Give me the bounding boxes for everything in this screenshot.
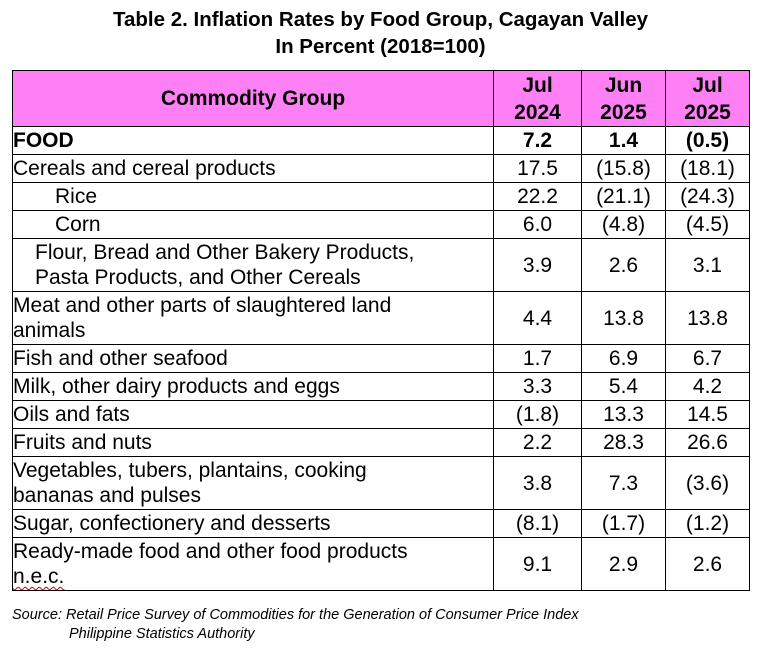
cell-food-jul-2024: 7.2: [493, 126, 582, 155]
table-row-fish: Fish and other seafood 1.7 6.9 6.7: [12, 344, 750, 373]
cell-flour-bread-jul-2025: 3.1: [665, 238, 750, 292]
table-row-corn: Corn 6.0 (4.8) (4.5): [12, 210, 750, 239]
cell-ready-made-jul-2025: 2.6: [665, 537, 750, 591]
table-row-milk: Milk, other dairy products and eggs 3.3 …: [12, 372, 750, 401]
cell-sugar-jun-2025: (1.7): [581, 509, 666, 538]
row-label-meat-line-2: animals: [13, 319, 86, 342]
table-row-ready-made: Ready-made food and other food products …: [12, 537, 750, 591]
title-line-1: Table 2. Inflation Rates by Food Group, …: [112, 8, 648, 31]
source-label: Source:: [12, 607, 62, 623]
cell-food-jun-2025: 1.4: [581, 126, 666, 155]
row-label-ready-made: Ready-made food and other food products …: [12, 537, 494, 591]
cell-flour-bread-jun-2025: 2.6: [581, 238, 666, 292]
row-label-meat: Meat and other parts of slaughtered land…: [12, 291, 494, 345]
cell-milk-jul-2025: 4.2: [665, 372, 750, 401]
header-period-2: Jun 2025: [581, 70, 666, 127]
row-label-food: FOOD: [12, 126, 494, 155]
header-commodity-group: Commodity Group: [12, 70, 494, 127]
cell-vegetables-jul-2024: 3.8: [493, 456, 582, 510]
row-label-vegetables-line-1: Vegetables, tubers, plantains, cooking: [13, 459, 367, 482]
cell-cereals-jun-2025: (15.8): [581, 154, 666, 183]
row-label-corn: Corn: [12, 210, 494, 239]
cell-corn-jul-2024: 6.0: [493, 210, 582, 239]
row-label-rice: Rice: [12, 182, 494, 211]
cell-rice-jul-2024: 22.2: [493, 182, 582, 211]
row-label-meat-line-1: Meat and other parts of slaughtered land: [13, 294, 392, 317]
cell-fruits-jul-2025: 26.6: [665, 428, 750, 457]
table-title: Table 2. Inflation Rates by Food Group, …: [0, 6, 761, 60]
row-label-ready-made-line-2: n.e.c.: [13, 565, 65, 588]
header-row: Commodity Group Jul 2024 Jun 2025 Jul 20…: [12, 70, 750, 127]
source-line-1: Retail Price Survey of Commodities for t…: [66, 607, 579, 623]
table-row-vegetables: Vegetables, tubers, plantains, cooking b…: [12, 456, 750, 510]
table-row-rice: Rice 22.2 (21.1) (24.3): [12, 182, 750, 211]
cell-oils-jun-2025: 13.3: [581, 400, 666, 429]
row-label-ready-made-line-1: Ready-made food and other food products: [13, 540, 408, 563]
table-row-sugar: Sugar, confectionery and desserts (8.1) …: [12, 509, 750, 538]
row-label-fruits: Fruits and nuts: [12, 428, 494, 457]
row-label-milk: Milk, other dairy products and eggs: [12, 372, 494, 401]
row-label-sugar: Sugar, confectionery and desserts: [12, 509, 494, 538]
cell-oils-jul-2024: (1.8): [493, 400, 582, 429]
cell-oils-jul-2025: 14.5: [665, 400, 750, 429]
cell-vegetables-jun-2025: 7.3: [581, 456, 666, 510]
cell-fruits-jun-2025: 28.3: [581, 428, 666, 457]
cell-food-jul-2025: (0.5): [665, 126, 750, 155]
row-label-vegetables: Vegetables, tubers, plantains, cooking b…: [12, 456, 494, 510]
cell-fish-jul-2024: 1.7: [493, 344, 582, 373]
row-label-flour-bread-line-1: Flour, Bread and Other Bakery Products,: [35, 241, 415, 264]
cell-fruits-jul-2024: 2.2: [493, 428, 582, 457]
header-period-2-month: Jun: [604, 73, 643, 97]
cell-sugar-jul-2024: (8.1): [493, 509, 582, 538]
cell-meat-jul-2024: 4.4: [493, 291, 582, 345]
row-label-oils: Oils and fats: [12, 400, 494, 429]
header-period-3-year: 2025: [684, 100, 731, 124]
cell-milk-jul-2024: 3.3: [493, 372, 582, 401]
cell-cereals-jul-2025: (18.1): [665, 154, 750, 183]
cell-rice-jun-2025: (21.1): [581, 182, 666, 211]
table-row-meat: Meat and other parts of slaughtered land…: [12, 291, 750, 345]
header-period-2-year: 2025: [600, 100, 647, 124]
header-period-1: Jul 2024: [493, 70, 582, 127]
cell-meat-jul-2025: 13.8: [665, 291, 750, 345]
row-label-vegetables-line-2: bananas and pulses: [13, 484, 201, 507]
header-period-1-year: 2024: [514, 100, 561, 124]
title-line-2: In Percent (2018=100): [275, 35, 486, 58]
table-row-flour-bread: Flour, Bread and Other Bakery Products, …: [12, 238, 750, 292]
row-label-cereals: Cereals and cereal products: [12, 154, 494, 183]
row-label-fish: Fish and other seafood: [12, 344, 494, 373]
inflation-table: Commodity Group Jul 2024 Jun 2025 Jul 20…: [12, 70, 750, 591]
cell-ready-made-jun-2025: 2.9: [581, 537, 666, 591]
table-row-oils: Oils and fats (1.8) 13.3 14.5: [12, 400, 750, 429]
cell-fish-jul-2025: 6.7: [665, 344, 750, 373]
row-label-flour-bread: Flour, Bread and Other Bakery Products, …: [12, 238, 494, 292]
header-period-1-month: Jul: [522, 73, 553, 97]
cell-cereals-jul-2024: 17.5: [493, 154, 582, 183]
source-line-2: Philippine Statistics Authority: [69, 626, 255, 642]
row-label-flour-bread-line-2: Pasta Products, and Other Cereals: [35, 266, 361, 289]
cell-flour-bread-jul-2024: 3.9: [493, 238, 582, 292]
cell-milk-jun-2025: 5.4: [581, 372, 666, 401]
cell-meat-jun-2025: 13.8: [581, 291, 666, 345]
cell-corn-jul-2025: (4.5): [665, 210, 750, 239]
table-row-food: FOOD 7.2 1.4 (0.5): [12, 126, 750, 155]
cell-corn-jun-2025: (4.8): [581, 210, 666, 239]
cell-fish-jun-2025: 6.9: [581, 344, 666, 373]
source-note: Source: Retail Price Survey of Commoditi…: [12, 606, 579, 644]
cell-vegetables-jul-2025: (3.6): [665, 456, 750, 510]
header-period-3: Jul 2025: [665, 70, 750, 127]
header-period-3-month: Jul: [692, 73, 723, 97]
cell-ready-made-jul-2024: 9.1: [493, 537, 582, 591]
cell-sugar-jul-2025: (1.2): [665, 509, 750, 538]
cell-rice-jul-2025: (24.3): [665, 182, 750, 211]
table-row-fruits: Fruits and nuts 2.2 28.3 26.6: [12, 428, 750, 457]
table-row-cereals: Cereals and cereal products 17.5 (15.8) …: [12, 154, 750, 183]
